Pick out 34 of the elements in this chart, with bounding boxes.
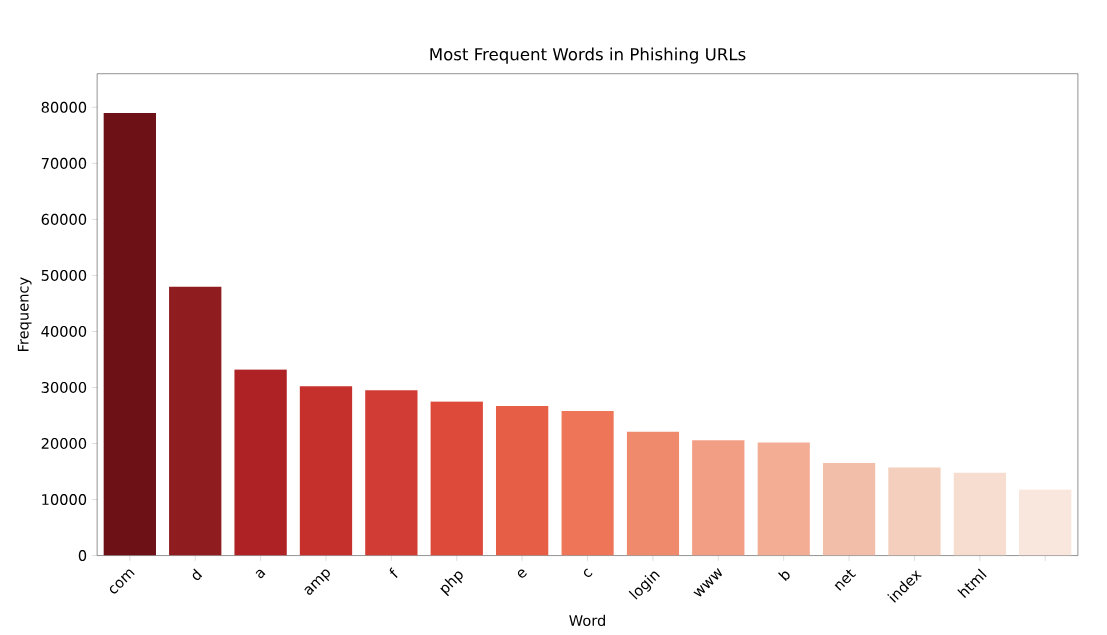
y-tick-label: 70000 bbox=[41, 157, 87, 169]
x-tick-label: e bbox=[517, 569, 527, 578]
y-tick-label: 40000 bbox=[41, 325, 87, 338]
y-tick-label: 50000 bbox=[41, 269, 87, 281]
x-tick-label: f bbox=[389, 567, 398, 578]
x-axis-title: Word bbox=[569, 614, 605, 627]
y-tick-label: 20000 bbox=[41, 438, 87, 450]
y-tick-label: 80000 bbox=[41, 101, 87, 113]
bar bbox=[561, 411, 614, 556]
bar bbox=[757, 442, 810, 556]
y-tick-label: 0 bbox=[78, 550, 87, 562]
bar bbox=[888, 467, 941, 556]
bar bbox=[953, 472, 1006, 556]
y-tick-label: 30000 bbox=[41, 382, 87, 394]
chart-title: Most Frequent Words in Phishing URLs bbox=[430, 47, 746, 64]
bar bbox=[626, 431, 680, 556]
x-tick-label: net bbox=[834, 569, 857, 591]
bar bbox=[822, 463, 876, 556]
x-tick-label: d bbox=[192, 568, 203, 581]
x-tick-label: b bbox=[778, 571, 790, 582]
bar bbox=[169, 286, 222, 556]
bar bbox=[299, 386, 353, 556]
bar bbox=[692, 440, 745, 556]
bar bbox=[234, 369, 287, 556]
bar bbox=[1019, 489, 1072, 556]
y-tick-label: 10000 bbox=[42, 494, 87, 506]
bar bbox=[365, 390, 418, 556]
y-axis-title: Frequency bbox=[17, 277, 32, 351]
bar bbox=[430, 401, 483, 556]
y-tick-label: 60000 bbox=[41, 213, 87, 225]
x-tick-label: c bbox=[583, 568, 593, 578]
bar bbox=[103, 112, 156, 556]
bar bbox=[495, 406, 549, 556]
x-tick-label: a bbox=[255, 569, 266, 579]
